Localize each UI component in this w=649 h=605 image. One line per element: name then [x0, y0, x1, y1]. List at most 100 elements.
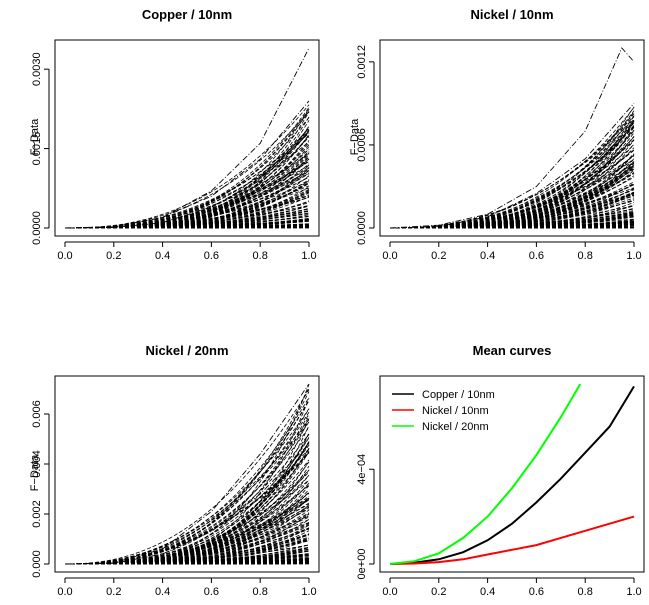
data-curve: [65, 471, 310, 565]
data-curve: [65, 128, 310, 229]
data-curve: [65, 539, 310, 565]
x-tick-label: 0.0: [382, 250, 397, 262]
x-axis: 0.0 0.2 0.4 0.6 0.8 1.0: [382, 577, 642, 598]
data-curve: [65, 460, 310, 565]
data-curve: [390, 132, 635, 229]
data-curve: [390, 211, 635, 229]
data-curve: [390, 208, 635, 229]
plot-frame: [54, 39, 320, 237]
y-tick-label: 0.0006: [356, 128, 368, 162]
series-line-1: [64, 100, 310, 229]
legend: Copper / 10nm Nickel / 10nm Nickel / 20nm: [392, 389, 495, 433]
data-curve: [65, 437, 310, 565]
data-curve: [65, 130, 310, 229]
x-tick-label: 0.8: [578, 250, 593, 262]
data-curve: [65, 441, 310, 565]
x-tick-label: 0.8: [253, 250, 268, 262]
x-tick-label: 0.2: [431, 586, 446, 598]
data-curve: [65, 116, 310, 229]
data-curve: [65, 148, 310, 229]
x-tick-label: 1.0: [626, 250, 641, 262]
chart-title: Nickel / 20nm: [145, 343, 228, 358]
y-tick-label: 0.002: [31, 500, 43, 528]
x-tick-label: 0.0: [382, 586, 397, 598]
series-line-2: [389, 383, 582, 565]
data-curve: [65, 408, 310, 565]
series-group: [64, 383, 310, 565]
data-curve: [65, 558, 310, 565]
x-tick-label: 0.6: [204, 586, 219, 598]
data-curve: [65, 135, 310, 229]
data-curve: [65, 219, 310, 229]
data-curve: [65, 419, 310, 565]
x-tick-label: 0.0: [57, 250, 72, 262]
series-group: [389, 47, 635, 229]
data-curve: [65, 421, 310, 565]
x-tick-label: 0.4: [480, 250, 495, 262]
y-tick-label: 0.0015: [31, 132, 43, 166]
data-curve: [390, 107, 635, 229]
data-curve: [390, 122, 635, 229]
x-tick-label: 0.6: [529, 586, 544, 598]
y-tick-label: 0.000: [31, 550, 43, 578]
data-curve: [390, 187, 635, 229]
data-curve: [65, 421, 310, 565]
data-curve: [65, 433, 310, 565]
x-tick-label: 0.2: [106, 250, 121, 262]
y-axis: 0.0000 0.0006 0.0012: [356, 45, 375, 245]
x-tick-label: 1.0: [301, 250, 316, 262]
plot-frame: [54, 375, 320, 573]
data-curve: [65, 537, 310, 565]
x-axis: 0.0 0.2 0.4 0.6 0.8 1.0: [382, 241, 642, 262]
x-tick-label: 0.4: [155, 250, 170, 262]
data-curve: [65, 484, 310, 565]
x-tick-label: 0.2: [106, 586, 121, 598]
data-curve: [65, 190, 310, 229]
data-curve: [65, 448, 310, 565]
data-curve: [65, 156, 310, 229]
panel-copper-10nm: Copper / 10nm F−Data 0.0 0.2 0.4 0.6 0.8 1.0 …: [29, 7, 320, 262]
data-curve: [65, 508, 310, 565]
data-curve: [65, 527, 310, 565]
series-line-0: [64, 47, 310, 229]
plot-frame: [379, 39, 645, 237]
data-curve: [65, 447, 310, 565]
x-tick-label: 0.0: [57, 586, 72, 598]
series-line-1: [64, 443, 310, 565]
data-curve: [390, 205, 635, 229]
data-curve: [390, 159, 635, 229]
data-curve: [390, 158, 635, 229]
data-curve: [65, 441, 310, 565]
series-line-2: [64, 132, 310, 229]
data-curve: [390, 149, 635, 229]
x-axis: 0.0 0.2 0.4 0.6 0.8 1.0: [57, 577, 317, 598]
data-curve: [390, 126, 635, 229]
panel-nickel-10nm: Nickel / 10nm F−Data 0.0 0.2 0.4 0.6 0.8 1.0 …: [349, 7, 645, 262]
data-curve: [390, 188, 635, 229]
data-curve: [65, 170, 310, 229]
data-curve: [390, 126, 635, 229]
data-curve: [390, 130, 635, 229]
legend-label: Nickel / 10nm: [422, 405, 489, 417]
y-axis: 0e+00 4e−04: [356, 454, 375, 579]
y-tick-label: 0.0000: [356, 211, 368, 245]
data-curve: [65, 391, 310, 565]
data-curve: [65, 426, 310, 565]
data-curve: [65, 524, 310, 565]
data-curve: [390, 120, 635, 229]
data-curve: [65, 210, 310, 229]
data-curve: [65, 389, 310, 565]
data-curve: [65, 479, 310, 565]
data-curve: [390, 116, 635, 229]
y-tick-label: 0.0030: [31, 52, 43, 86]
data-curve: [65, 498, 310, 565]
series-line-1: [389, 515, 635, 565]
chart-title: Copper / 10nm: [142, 7, 232, 22]
x-tick-label: 1.0: [626, 586, 641, 598]
data-curve: [65, 503, 310, 565]
y-tick-label: 0.006: [31, 400, 43, 428]
data-curve: [65, 459, 310, 565]
y-axis: 0.000 0.002 0.004 0.006: [31, 400, 50, 578]
series-group: [389, 383, 635, 565]
